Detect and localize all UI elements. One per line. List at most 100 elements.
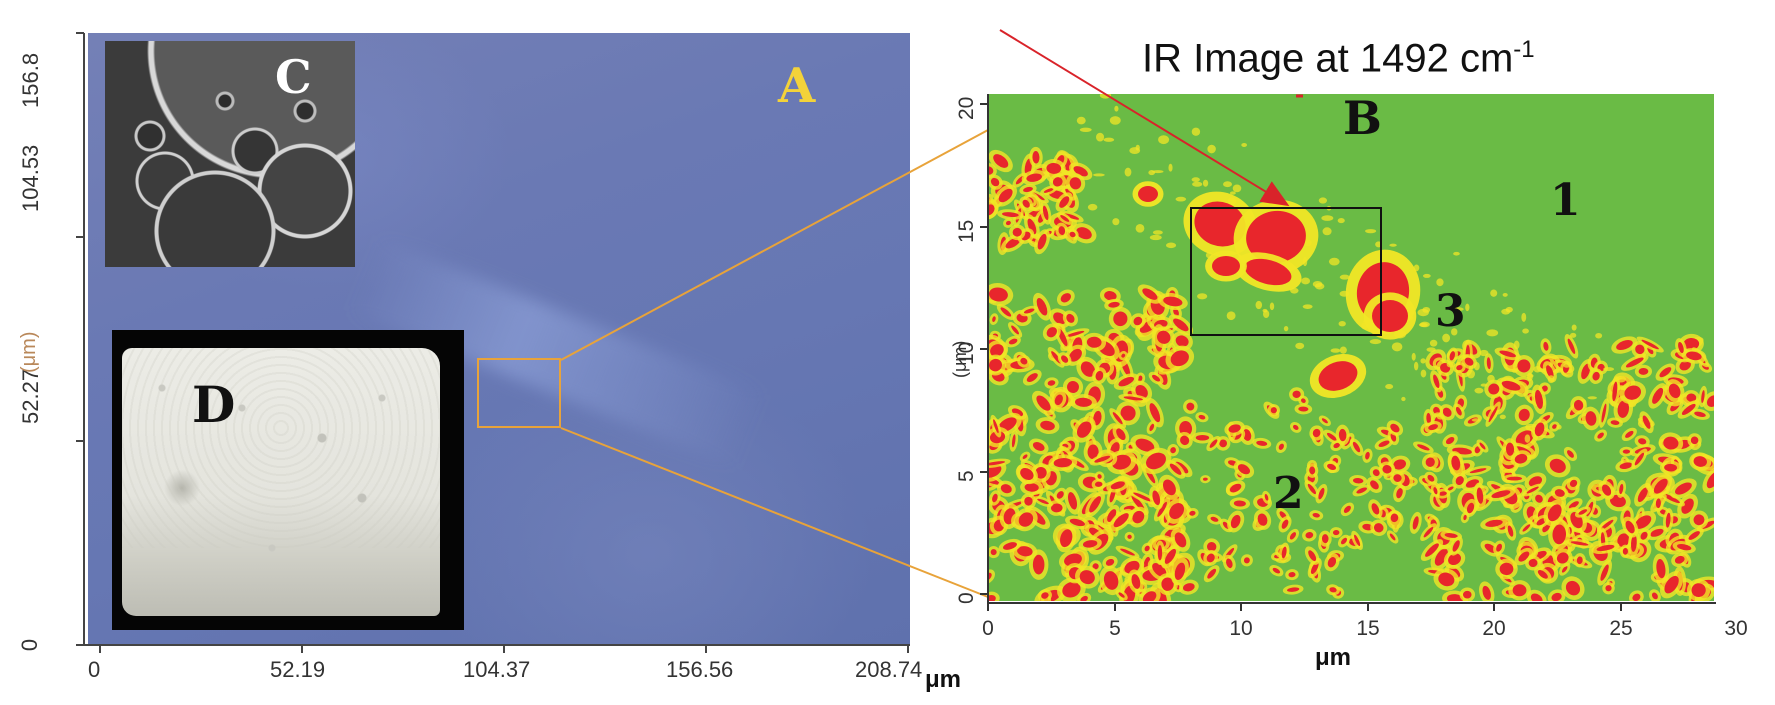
hotspot (1053, 458, 1073, 468)
hotspot (1036, 395, 1051, 411)
hotspot (1022, 199, 1030, 208)
hotspot (1664, 463, 1678, 472)
speck (1511, 368, 1518, 373)
hotspot (1264, 494, 1269, 501)
hotspot (1127, 534, 1132, 539)
hotspot (1206, 542, 1217, 552)
ir-image-title: IR Image at 1492 cm-1 (1142, 36, 1535, 81)
hotspot (1080, 595, 1088, 601)
speck (1547, 375, 1555, 384)
speck (1453, 251, 1460, 256)
hotspot (1321, 534, 1329, 544)
hotspot (1046, 327, 1057, 338)
hotspot (1635, 344, 1645, 355)
hotspot (1333, 442, 1340, 449)
hotspot (1547, 504, 1562, 522)
hotspot (1663, 436, 1679, 450)
hotspot (1506, 476, 1523, 481)
hotspot (988, 461, 1005, 466)
hotspot (1170, 350, 1189, 367)
hotspot (1063, 213, 1080, 220)
hotspot (1488, 406, 1498, 423)
speck (1096, 132, 1105, 142)
hotspot (1105, 558, 1115, 566)
speck (1522, 328, 1529, 334)
hotspot (1032, 554, 1045, 575)
speck (1401, 396, 1406, 402)
speck (1129, 147, 1141, 154)
speck (1314, 283, 1325, 290)
hotspot (1036, 297, 1048, 316)
region-label-3: 3 (1435, 286, 1466, 337)
hotspot (1061, 355, 1069, 363)
speck (1191, 177, 1200, 182)
hotspot (1037, 233, 1047, 250)
hotspot (1601, 484, 1612, 496)
hotspot (1390, 423, 1400, 433)
panel-b-y-tick: 20 (955, 96, 978, 120)
hotspot (1570, 541, 1589, 546)
hotspot (1352, 441, 1361, 453)
hotspot (993, 154, 1009, 168)
hotspot (1679, 360, 1691, 371)
speck (1112, 218, 1120, 226)
hotspot (1131, 495, 1145, 511)
speck (1603, 367, 1615, 372)
hotspot (1023, 308, 1035, 314)
hotspot (1142, 288, 1158, 300)
hotspot (1371, 503, 1380, 515)
hotspot (1546, 365, 1554, 379)
hotspot (1488, 383, 1500, 395)
hotspot (1463, 514, 1467, 521)
hotspot (1174, 532, 1187, 548)
hotspot (1619, 483, 1624, 495)
hotspot (1210, 516, 1219, 522)
hotspot (1638, 438, 1647, 445)
hotspot (1479, 442, 1486, 450)
ir-title-superscript: -1 (1513, 36, 1535, 63)
hotspot (1011, 325, 1019, 335)
hotspot (1062, 581, 1081, 598)
hotspot (1693, 456, 1707, 467)
hotspot (1452, 540, 1460, 552)
hotspot (1024, 483, 1039, 492)
hotspot (1076, 227, 1092, 240)
speck (1411, 352, 1416, 361)
hotspot (1162, 479, 1176, 496)
hotspot (1622, 449, 1631, 454)
hotspot (1138, 186, 1158, 202)
hotspot (1052, 177, 1063, 187)
hotspot (1107, 509, 1117, 522)
hotspot (1617, 400, 1630, 418)
hotspot (1157, 501, 1167, 517)
annotation-arrow (999, 29, 1290, 207)
hotspot (1230, 514, 1241, 529)
hotspot (1652, 387, 1664, 404)
hotspot (1202, 477, 1208, 481)
hotspot (1455, 406, 1462, 416)
speck (1628, 401, 1637, 408)
hotspot (1065, 330, 1085, 337)
hotspot (1596, 544, 1615, 552)
hotspot (1354, 534, 1361, 547)
hotspot (1372, 469, 1380, 477)
hotspot (1378, 440, 1390, 447)
speck (1369, 339, 1382, 345)
hotspot (1690, 436, 1699, 445)
hotspot (1434, 548, 1448, 566)
inset-d-label: D (192, 375, 236, 434)
hotspot (1625, 357, 1644, 368)
speck (1328, 257, 1340, 266)
hotspot (992, 493, 998, 503)
hotspot (1175, 335, 1189, 347)
hotspot (1056, 491, 1064, 499)
hotspot (1092, 563, 1099, 570)
hotspot (1537, 570, 1548, 579)
hotspot (1456, 365, 1463, 371)
hotspot (1501, 380, 1521, 391)
hotspot (1622, 547, 1628, 555)
scaffold-texture (122, 348, 440, 548)
hotspot (1512, 584, 1527, 597)
hotspot (1169, 503, 1185, 520)
hotspot (1631, 534, 1637, 552)
